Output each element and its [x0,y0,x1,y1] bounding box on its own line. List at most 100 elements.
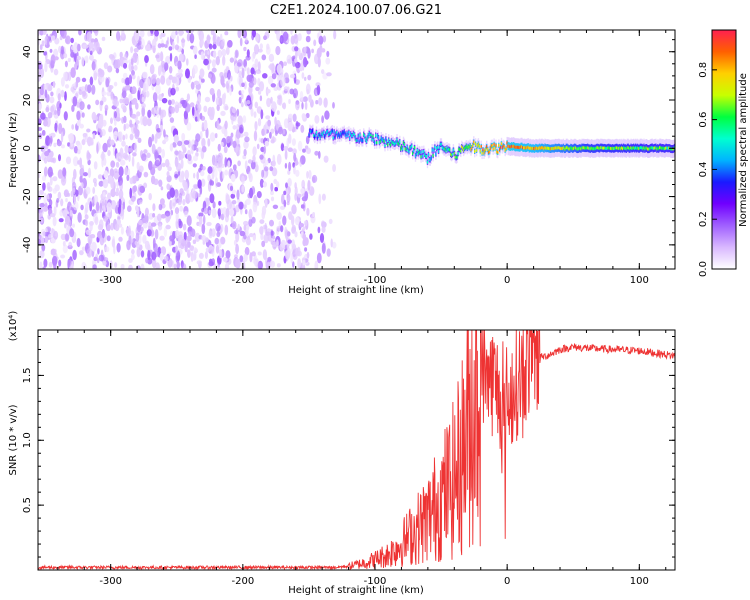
heatmap-noise-cell [61,30,67,39]
heatmap-noise-cell [326,50,330,58]
heatmap-noise-cell [50,104,57,115]
heatmap-noise-cell [110,117,113,124]
heatmap-track-core [332,136,334,140]
heatmap-track-core [488,150,491,154]
heatmap-track-core [442,146,444,150]
heatmap-noise-cell [314,150,319,156]
heatmap-noise-cell [207,51,210,55]
heatmap-noise-cell [123,123,126,131]
heatmap-noise-cell [142,217,147,224]
heatmap-track-core [411,144,413,148]
heatmap-noise-cell [209,88,215,96]
heatmap-noise-cell [270,230,275,236]
heatmap-noise-cell [262,249,267,260]
heatmap-noise-cell [119,98,123,104]
heatmap-track-core [368,131,370,135]
heatmap-track-core [521,145,523,149]
heatmap-noise-cell [134,142,138,154]
heatmap-noise-cell [318,193,322,205]
heatmap-noise-cell [94,30,99,37]
heatmap-noise-cell [164,255,169,262]
heatmap-noise-cell [110,200,117,210]
heatmap-track-core [573,146,575,150]
heatmap-noise-cell [67,57,71,63]
heatmap-track-core [570,146,572,150]
heatmap-noise-cell [283,146,289,151]
heatmap-noise-cell [79,157,82,168]
heatmap-noise-cell [177,68,183,74]
heatmap-noise-cell [152,38,157,49]
heatmap-noise-cell [145,83,149,92]
heatmap-noise-cell [196,171,199,180]
heatmap-noise-cell [302,226,306,231]
heatmap-noise-cell [302,57,308,68]
heatmap-noise-cell [121,77,125,84]
heatmap-track-core [400,145,403,149]
heatmap-track-core [543,147,545,151]
heatmap-noise-cell [161,148,165,159]
heatmap-noise-cell [58,259,62,267]
heatmap-noise-cell [242,115,247,123]
heatmap-track-core [624,146,627,150]
heatmap-noise-cell [270,196,275,202]
heatmap-noise-cell [260,233,264,241]
heatmap-noise-cell [91,61,96,71]
heatmap-noise-cell [175,218,180,230]
heatmap-track-core [462,148,465,152]
heatmap-track-core [635,147,638,150]
snr-panel: -300 -200 -100 0 100 0.5 1.0 1.5 Height of str… [8,311,676,596]
heatmap-noise-cell [237,160,241,167]
heatmap-noise-cell [259,154,264,160]
heatmap-noise-cell [106,213,110,220]
heatmap-noise-cell [192,155,198,162]
heatmap-track-core [439,142,442,146]
heatmap-noise-cell [263,166,269,172]
heatmap-noise-cell [292,261,295,268]
heatmap-noise-cell [99,100,104,106]
heatmap-noise-cell [174,173,179,179]
heatmap-noise-cell [238,96,242,104]
heatmap-noise-cell [60,45,64,55]
heatmap-track-core [397,141,399,145]
heatmap-noise-cell [133,64,138,71]
heatmap-noise-cell [160,32,166,38]
heatmap-noise-cell [135,102,139,110]
heatmap-track-core [362,139,364,142]
heatmap-noise-cell [304,237,309,246]
heatmap-noise-cell [159,252,164,261]
heatmap-noise-cell [201,223,206,234]
heatmap-noise-cell [131,65,134,71]
heatmap-noise-cell [151,251,157,261]
heatmap-noise-cell [282,128,286,135]
heatmap-noise-cell [259,226,264,235]
heatmap-noise-cell [194,54,197,59]
heatmap-track-core [392,141,394,145]
heatmap-noise-cell [275,45,281,56]
snr-x-tick-label: -200 [231,576,254,587]
heatmap-noise-cell [95,99,100,106]
heatmap-noise-cell [107,150,111,157]
heatmap-noise-cell [60,254,66,259]
heatmap-track-core [469,144,471,148]
heatmap-noise-cell [191,106,195,116]
heatmap-noise-cell [245,55,251,61]
heatmap-track-core [325,132,327,136]
heatmap-noise-cell [120,264,125,269]
heatmap-track-core [429,158,431,162]
heatmap-noise-cell [297,33,302,42]
heatmap-noise-cell [235,243,240,255]
heatmap-noise-cell [48,84,53,92]
heatmap-noise-cell [278,94,283,106]
heatmap-noise-cell [300,124,305,133]
heatmap-noise-cell [315,82,321,87]
heatmap-track-core [477,142,480,146]
heatmap-noise-cell [147,109,152,118]
heatmap-track-core [571,146,573,150]
heatmap-noise-cell [93,161,98,170]
heatmap-track-core [520,145,522,149]
heatmap-track-core [413,149,415,153]
heatmap-track-core [410,145,412,149]
heatmap-noise-cell [187,249,191,258]
heatmap-noise-cell [169,117,175,123]
heatmap-noise-cell [201,166,206,171]
